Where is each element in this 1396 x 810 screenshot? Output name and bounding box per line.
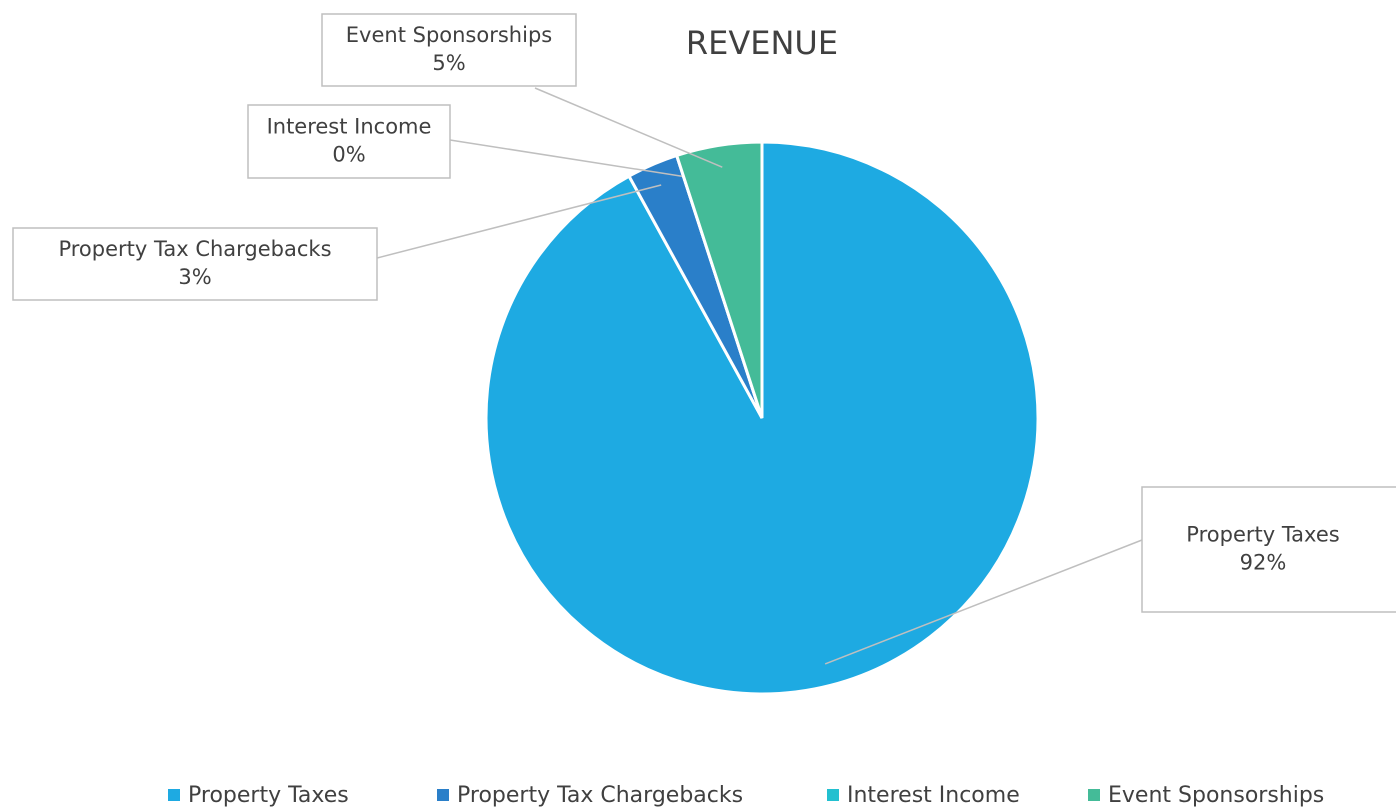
data-label: 92% (1240, 551, 1287, 575)
data-label: 3% (178, 265, 211, 289)
data-label-name: Property Tax Chargebacks (58, 237, 331, 261)
legend-swatch (827, 789, 839, 801)
label-box (12, 227, 378, 301)
data-label-name: Event Sponsorships (346, 23, 552, 47)
leader-line (376, 184, 662, 259)
legend-swatch (437, 789, 449, 801)
leader-line (534, 87, 723, 168)
legend-swatch (168, 789, 180, 801)
data-label: 5% (432, 51, 465, 75)
legend-label: Property Tax Chargebacks (457, 783, 743, 808)
leader-line (824, 539, 1143, 665)
legend-label: Event Sponsorships (1108, 783, 1324, 808)
label-box (1141, 486, 1396, 613)
legend-label: Property Taxes (188, 783, 349, 808)
label-box (247, 104, 451, 179)
pie-slice (674, 140, 764, 419)
label-box (321, 13, 577, 87)
data-label-name: Property Taxes (1186, 523, 1339, 547)
data-label: 0% (332, 143, 365, 167)
legend-label: Interest Income (847, 783, 1020, 808)
leader-line (449, 139, 684, 178)
legend-swatch (1088, 789, 1100, 801)
data-label-name: Interest Income (267, 115, 432, 139)
chart-title: REVENUE (686, 24, 838, 62)
